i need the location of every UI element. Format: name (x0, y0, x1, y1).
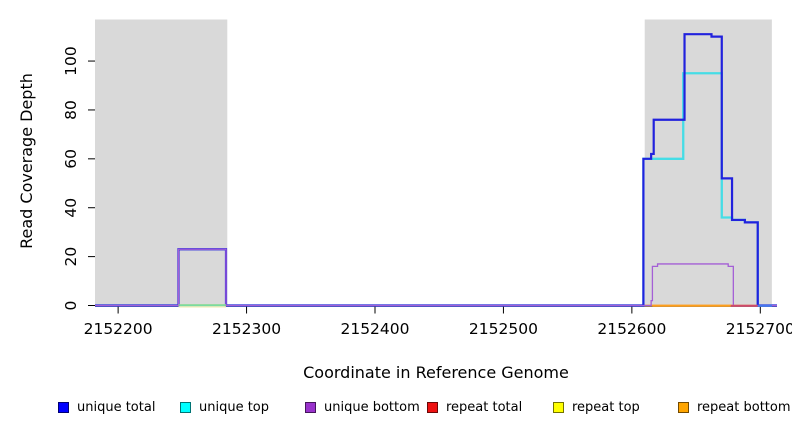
x-tick-label: 2152200 (84, 320, 153, 338)
legend-label: unique total (77, 399, 156, 415)
legend-swatch-repeat-total (427, 401, 438, 413)
series-unique-bottom-line (95, 248, 777, 307)
legend-label: repeat total (446, 399, 523, 415)
y-axis-title: Read Coverage Depth (17, 73, 36, 249)
legend-swatch-unique-bottom (305, 401, 316, 413)
legend-label: repeat bottom (697, 399, 791, 415)
legend-item-unique-total: unique total (58, 398, 155, 416)
x-tick-label: 2152300 (212, 320, 281, 338)
legend-item-unique-top: unique top (180, 398, 269, 416)
legend-item-repeat-top: repeat top (553, 398, 640, 416)
y-tick-label: 80 (62, 100, 80, 120)
legend-item-repeat-total: repeat total (427, 398, 522, 416)
annotated-region-left (95, 19, 228, 306)
annotated-region-right (644, 19, 772, 306)
y-tick-label: 20 (62, 247, 80, 267)
legend-label: unique top (199, 399, 270, 415)
legend-item-repeat-bottom: repeat bottom (678, 398, 791, 416)
x-tick-label: 2152400 (340, 320, 409, 338)
x-tick-label: 2152600 (597, 320, 666, 338)
y-tick-label: 0 (62, 301, 80, 311)
y-tick-label: 40 (62, 198, 80, 218)
legend-label: repeat top (572, 399, 640, 415)
legend-item-unique-bottom: unique bottom (305, 398, 420, 416)
x-tick-label: 2152700 (726, 320, 792, 338)
legend: unique total unique top unique bottom repea… (0, 398, 792, 420)
x-axis-title: Coordinate in Reference Genome (303, 363, 569, 382)
legend-swatch-unique-top (180, 401, 191, 413)
legend-swatch-repeat-bottom (678, 401, 689, 413)
legend-label: unique bottom (324, 399, 420, 415)
x-tick-label: 2152500 (469, 320, 538, 338)
y-tick-label: 60 (62, 149, 80, 169)
y-tick-label: 100 (62, 46, 80, 76)
legend-swatch-unique-total (58, 401, 69, 413)
legend-swatch-repeat-top (553, 401, 564, 413)
